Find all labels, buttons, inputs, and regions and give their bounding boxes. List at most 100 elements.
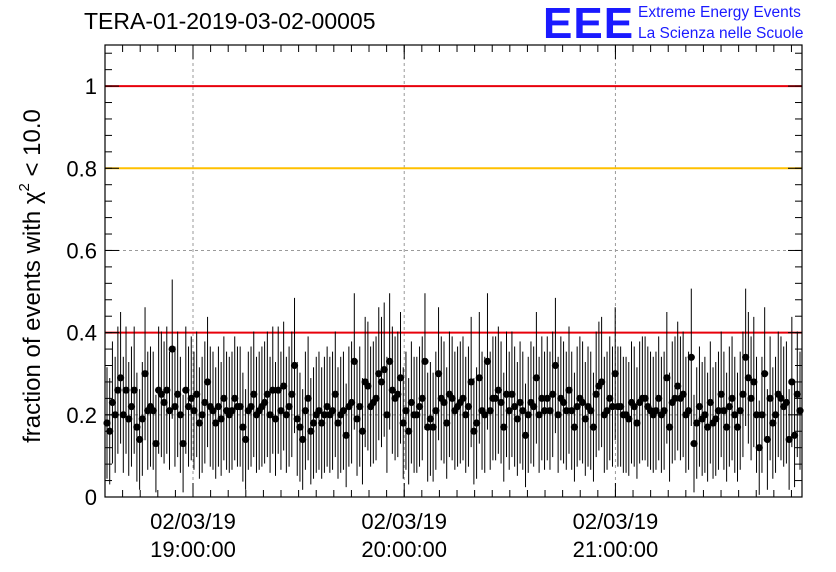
data-point xyxy=(339,351,348,470)
point-marker xyxy=(663,374,671,382)
y-axis-label-sup: 2 xyxy=(16,183,33,191)
data-point xyxy=(443,367,451,479)
data-point xyxy=(513,362,521,476)
data-point xyxy=(725,346,733,467)
point-marker xyxy=(299,435,307,444)
data-point xyxy=(239,372,247,482)
point-marker xyxy=(269,386,277,394)
point-marker xyxy=(570,423,579,431)
data-point xyxy=(136,389,144,490)
point-marker xyxy=(271,415,280,423)
point-marker xyxy=(220,394,228,402)
data-point xyxy=(174,331,182,458)
point-marker xyxy=(497,398,505,407)
data-point xyxy=(505,351,513,470)
point-marker xyxy=(176,411,184,419)
point-marker xyxy=(592,390,600,398)
point-marker xyxy=(467,378,475,386)
point-marker xyxy=(562,407,570,415)
point-marker xyxy=(274,386,282,394)
data-point xyxy=(285,346,293,467)
point-marker xyxy=(793,390,801,398)
x-tick-label-time: 19:00:00 xyxy=(150,537,236,562)
point-marker xyxy=(198,411,206,419)
data-point xyxy=(467,316,475,448)
data-point xyxy=(538,336,546,461)
point-marker xyxy=(665,423,674,431)
point-marker xyxy=(578,398,587,407)
data-point xyxy=(581,362,589,476)
data-point xyxy=(674,321,682,451)
data-point xyxy=(598,316,606,448)
point-marker xyxy=(152,439,160,448)
data-point xyxy=(209,351,217,470)
point-marker xyxy=(538,394,546,402)
point-marker xyxy=(399,419,407,427)
data-point xyxy=(473,367,481,479)
point-marker xyxy=(190,407,198,415)
data-point xyxy=(679,331,687,458)
point-marker xyxy=(551,361,560,370)
data-point xyxy=(530,346,538,467)
plot-frame xyxy=(104,44,803,498)
data-point xyxy=(179,394,187,493)
point-marker xyxy=(179,439,187,448)
point-marker xyxy=(706,398,714,407)
point-marker xyxy=(383,411,391,419)
data-point xyxy=(562,351,570,470)
data-point xyxy=(182,326,190,454)
data-point xyxy=(315,351,323,470)
data-point xyxy=(687,288,695,427)
point-marker xyxy=(608,403,617,411)
axis-labels: 0 0.2 0.4 0.6 0.8 1 02/03/19 19:00:00 02/03/19 20… xyxy=(66,74,658,562)
point-marker xyxy=(184,403,193,411)
data-point xyxy=(717,331,725,458)
data-point xyxy=(671,336,679,461)
chart-title: TERA-01-2019-03-02-00005 xyxy=(84,8,376,34)
eee-logo: EEE Extreme Energy Events La Scienza nel… xyxy=(543,2,833,48)
data-point xyxy=(383,356,391,473)
point-marker xyxy=(293,415,301,423)
point-marker xyxy=(554,411,562,419)
data-point xyxy=(532,312,540,444)
point-marker xyxy=(739,390,747,398)
point-marker xyxy=(464,403,473,411)
point-marker xyxy=(693,419,701,427)
point-marker xyxy=(652,407,660,415)
point-marker xyxy=(720,407,728,415)
data-point xyxy=(377,316,386,448)
data-point xyxy=(652,351,660,470)
point-marker xyxy=(203,378,212,386)
data-point xyxy=(549,331,557,458)
point-marker xyxy=(589,423,598,431)
data-point xyxy=(742,288,750,427)
data-point xyxy=(114,326,122,454)
data-point xyxy=(589,372,598,482)
point-marker xyxy=(731,411,739,419)
data-point xyxy=(429,372,437,482)
data-point xyxy=(364,321,372,451)
point-marker xyxy=(782,398,791,407)
point-marker xyxy=(149,407,157,415)
logo-line-1: Extreme Energy Events xyxy=(638,4,801,21)
data-point xyxy=(402,351,410,470)
data-point xyxy=(486,351,494,470)
y-tick-label: 1 xyxy=(85,74,97,99)
data-point xyxy=(693,367,701,479)
data-point xyxy=(353,362,361,476)
x-tick-label-date: 02/03/19 xyxy=(573,509,659,534)
data-point xyxy=(608,346,617,467)
point-marker xyxy=(440,398,448,407)
point-marker xyxy=(350,357,358,365)
point-marker xyxy=(160,398,168,407)
data-point xyxy=(641,336,649,461)
point-marker xyxy=(473,419,481,427)
data-point xyxy=(540,351,549,470)
data-point xyxy=(462,356,470,473)
data-point xyxy=(122,326,130,454)
point-marker xyxy=(163,386,171,394)
point-marker xyxy=(347,398,356,407)
data-point xyxy=(399,367,407,479)
point-marker xyxy=(633,419,641,427)
